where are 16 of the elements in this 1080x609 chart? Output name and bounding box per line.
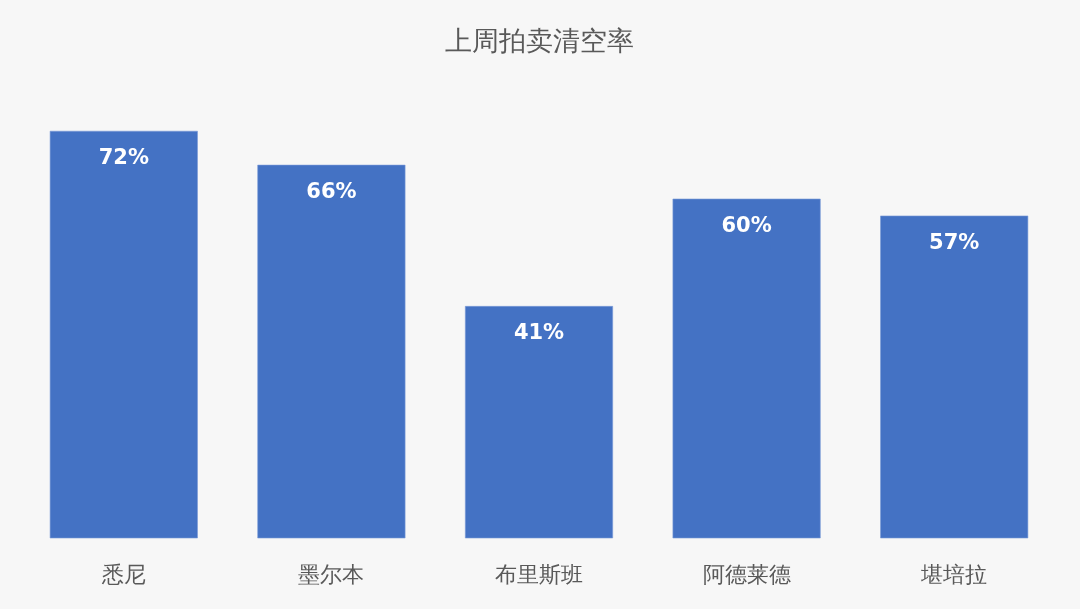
bar bbox=[257, 164, 406, 539]
x-tick-label: 墨尔本 bbox=[298, 561, 365, 587]
chart-title: 上周拍卖清空率 bbox=[444, 25, 634, 56]
data-label: 72% bbox=[98, 145, 149, 170]
bar bbox=[672, 198, 821, 539]
data-label: 41% bbox=[513, 320, 565, 345]
data-label: 60% bbox=[721, 213, 772, 237]
x-tick-label: 布里斯班 bbox=[495, 561, 583, 587]
data-label: 66% bbox=[306, 179, 357, 204]
x-tick-label: 堪培拉 bbox=[920, 561, 988, 587]
x-tick-label: 阿德莱德 bbox=[702, 561, 791, 587]
bar bbox=[880, 215, 1029, 539]
bar bbox=[49, 130, 198, 539]
data-label: 57% bbox=[929, 229, 980, 254]
x-tick-label: 悉尼 bbox=[100, 561, 146, 587]
bar bbox=[465, 306, 613, 539]
